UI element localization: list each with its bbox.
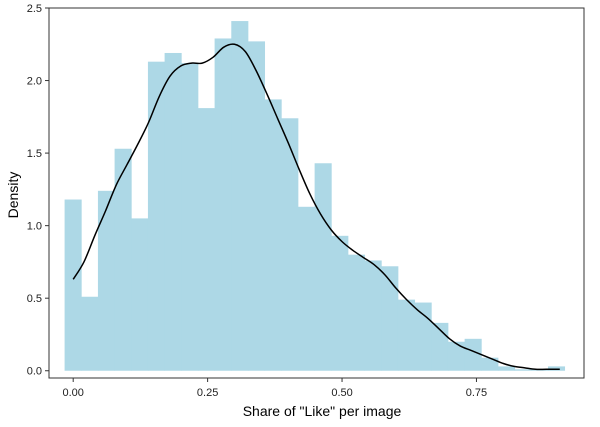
histogram-bar: [214, 38, 232, 371]
histogram-bar: [314, 163, 332, 371]
y-tick-label: 2.5: [27, 3, 42, 15]
histogram-bar: [97, 190, 115, 371]
histogram-bars: [64, 21, 566, 371]
histogram-bar: [331, 235, 349, 371]
histogram-bar: [81, 296, 99, 371]
histogram-bar: [264, 99, 282, 371]
x-tick-label: 0.00: [62, 387, 83, 399]
x-axis-ticks: 0.00 0.25 0.50 0.75: [62, 378, 487, 399]
plot-panel-border: [48, 7, 585, 379]
density-curve: [72, 43, 560, 371]
y-tick-label: 0.0: [27, 366, 42, 378]
histogram-bar: [447, 341, 466, 371]
y-tick-label: 1.5: [27, 148, 42, 160]
histogram-bar: [181, 63, 199, 371]
histogram-bar: [281, 118, 299, 371]
y-tick-label: 1.0: [27, 221, 42, 233]
histogram-bar: [231, 21, 249, 371]
y-tick-label: 2.0: [27, 76, 42, 88]
histogram-bar: [131, 218, 149, 371]
x-tick-label: 0.50: [331, 387, 352, 399]
histogram-bar: [381, 266, 399, 371]
histogram-bar: [481, 357, 499, 371]
x-axis-title: Share of "Like" per image: [243, 403, 402, 419]
y-axis-ticks: 0.0 0.5 1.0 1.5 2.0 2.5: [27, 3, 49, 378]
histogram-bar: [297, 206, 316, 371]
histogram-bar: [197, 108, 216, 371]
histogram-bar: [247, 41, 266, 371]
histogram-bar: [114, 148, 132, 371]
histogram-bar: [397, 299, 416, 371]
histogram-bar: [147, 61, 166, 371]
histogram-bar: [414, 302, 432, 371]
histogram-bar: [164, 52, 182, 371]
x-tick-label: 0.75: [466, 387, 487, 399]
x-tick-label: 0.25: [197, 387, 218, 399]
histogram-bar: [364, 260, 382, 371]
histogram-bar: [64, 199, 82, 371]
histogram-bar: [497, 366, 516, 371]
histogram-bar: [464, 338, 482, 371]
y-axis-title: Density: [5, 172, 21, 219]
y-tick-label: 0.5: [27, 293, 42, 305]
histogram-bar: [347, 254, 366, 371]
histogram-bar: [514, 369, 532, 371]
